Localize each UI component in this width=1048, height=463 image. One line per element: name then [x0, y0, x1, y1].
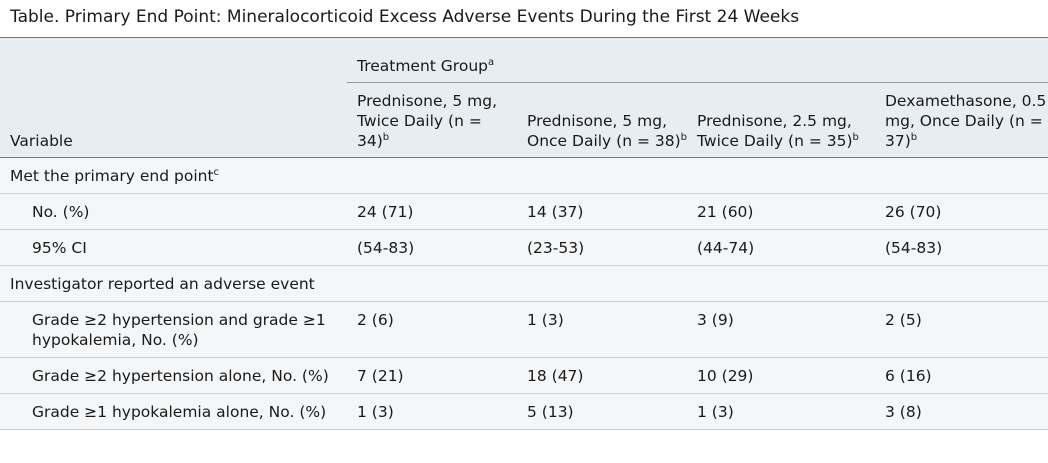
- group-row: Treatment Groupa: [0, 38, 1048, 83]
- cell: 26 (70): [885, 203, 942, 221]
- footnote-mark: a: [488, 56, 495, 68]
- cell: (54-83): [357, 239, 415, 257]
- cell: 10 (29): [697, 367, 754, 385]
- cell: 1 (3): [357, 403, 394, 421]
- row-label: Grade ≥1 hypokalemia alone, No. (%): [32, 403, 327, 421]
- footnote-mark: b: [852, 131, 859, 143]
- column-label: Prednisone, 5 mg, Twice Daily (n = 34): [357, 92, 498, 150]
- table-body: Met the primary end pointc No. (%) 24 (71)…: [0, 157, 1048, 430]
- section-row: Investigator reported an adverse event: [0, 265, 1048, 302]
- footnote-mark: b: [910, 131, 918, 143]
- cell: 3 (9): [697, 311, 734, 329]
- row-label: No. (%): [32, 203, 90, 221]
- cell: 21 (60): [697, 203, 754, 221]
- column-label: Prednisone, 5 mg, Once Daily (n = 38): [527, 112, 681, 150]
- data-row: 95% CI (54-83) (23-53) (44-74) (54-83): [0, 229, 1048, 266]
- cell: 1 (3): [697, 403, 734, 421]
- data-row: Grade ≥1 hypokalemia alone, No. (%) 1 (3)…: [0, 393, 1048, 430]
- cell: (54-83): [885, 239, 943, 257]
- column-header: Prednisone, 5 mg, Twice Daily (n = 34)b: [347, 83, 517, 158]
- group-label: Treatment Group: [357, 57, 488, 75]
- section-label: Investigator reported an adverse event: [10, 275, 315, 293]
- column-row: Variable Prednisone, 5 mg, Twice Daily (n…: [0, 83, 1048, 158]
- cell: (44-74): [697, 239, 755, 257]
- column-label: Prednisone, 2.5 mg, Twice Daily (n = 35): [697, 112, 853, 150]
- cell: 5 (13): [527, 403, 574, 421]
- data-row: Grade ≥2 hypertension and grade ≥1 hypok…: [0, 301, 1048, 358]
- row-label: 95% CI: [32, 239, 87, 257]
- cell: 18 (47): [527, 367, 584, 385]
- group-header: Treatment Groupa: [347, 38, 1048, 83]
- cell: 2 (5): [885, 311, 922, 329]
- section-row: Met the primary end pointc: [0, 157, 1048, 194]
- section-label-cell: Investigator reported an adverse event: [0, 266, 1048, 302]
- cell: 2 (6): [357, 311, 394, 329]
- row-label: Grade ≥2 hypertension and grade ≥1 hypok…: [32, 311, 326, 349]
- column-header: Prednisone, 2.5 mg, Twice Daily (n = 35)…: [687, 83, 875, 158]
- section-label: Met the primary end point: [10, 167, 214, 185]
- cell: 1 (3): [527, 311, 564, 329]
- row-label: Grade ≥2 hypertension alone, No. (%): [32, 367, 329, 385]
- footnote-mark: c: [213, 166, 220, 178]
- cell: 6 (16): [885, 367, 932, 385]
- table-header: Treatment Groupa Variable Prednisone, 5 mg…: [0, 38, 1048, 158]
- data-row: Grade ≥2 hypertension alone, No. (%) 7 (2…: [0, 357, 1048, 394]
- cell: 14 (37): [527, 203, 584, 221]
- footnote-mark: b: [382, 131, 390, 143]
- footnote-mark: b: [680, 131, 687, 143]
- table: Treatment Groupa Variable Prednisone, 5 mg…: [0, 38, 1048, 430]
- empty-cell: [0, 38, 347, 83]
- column-label: Dexamethasone, 0.5 mg, Once Daily (n = 3…: [885, 92, 1047, 150]
- column-header: Prednisone, 5 mg, Once Daily (n = 38)b: [517, 83, 687, 158]
- cell: 7 (21): [357, 367, 404, 385]
- cell: 3 (8): [885, 403, 922, 421]
- variable-header: Variable: [10, 132, 73, 150]
- data-row: No. (%) 24 (71) 14 (37) 21 (60) 26 (70): [0, 193, 1048, 230]
- table-title: Table. Primary End Point: Mineralocortic…: [0, 0, 1048, 38]
- section-label-cell: Met the primary end pointc: [0, 158, 1048, 194]
- cell: (23-53): [527, 239, 585, 257]
- column-header: Dexamethasone, 0.5 mg, Once Daily (n = 3…: [875, 83, 1048, 158]
- cell: 24 (71): [357, 203, 414, 221]
